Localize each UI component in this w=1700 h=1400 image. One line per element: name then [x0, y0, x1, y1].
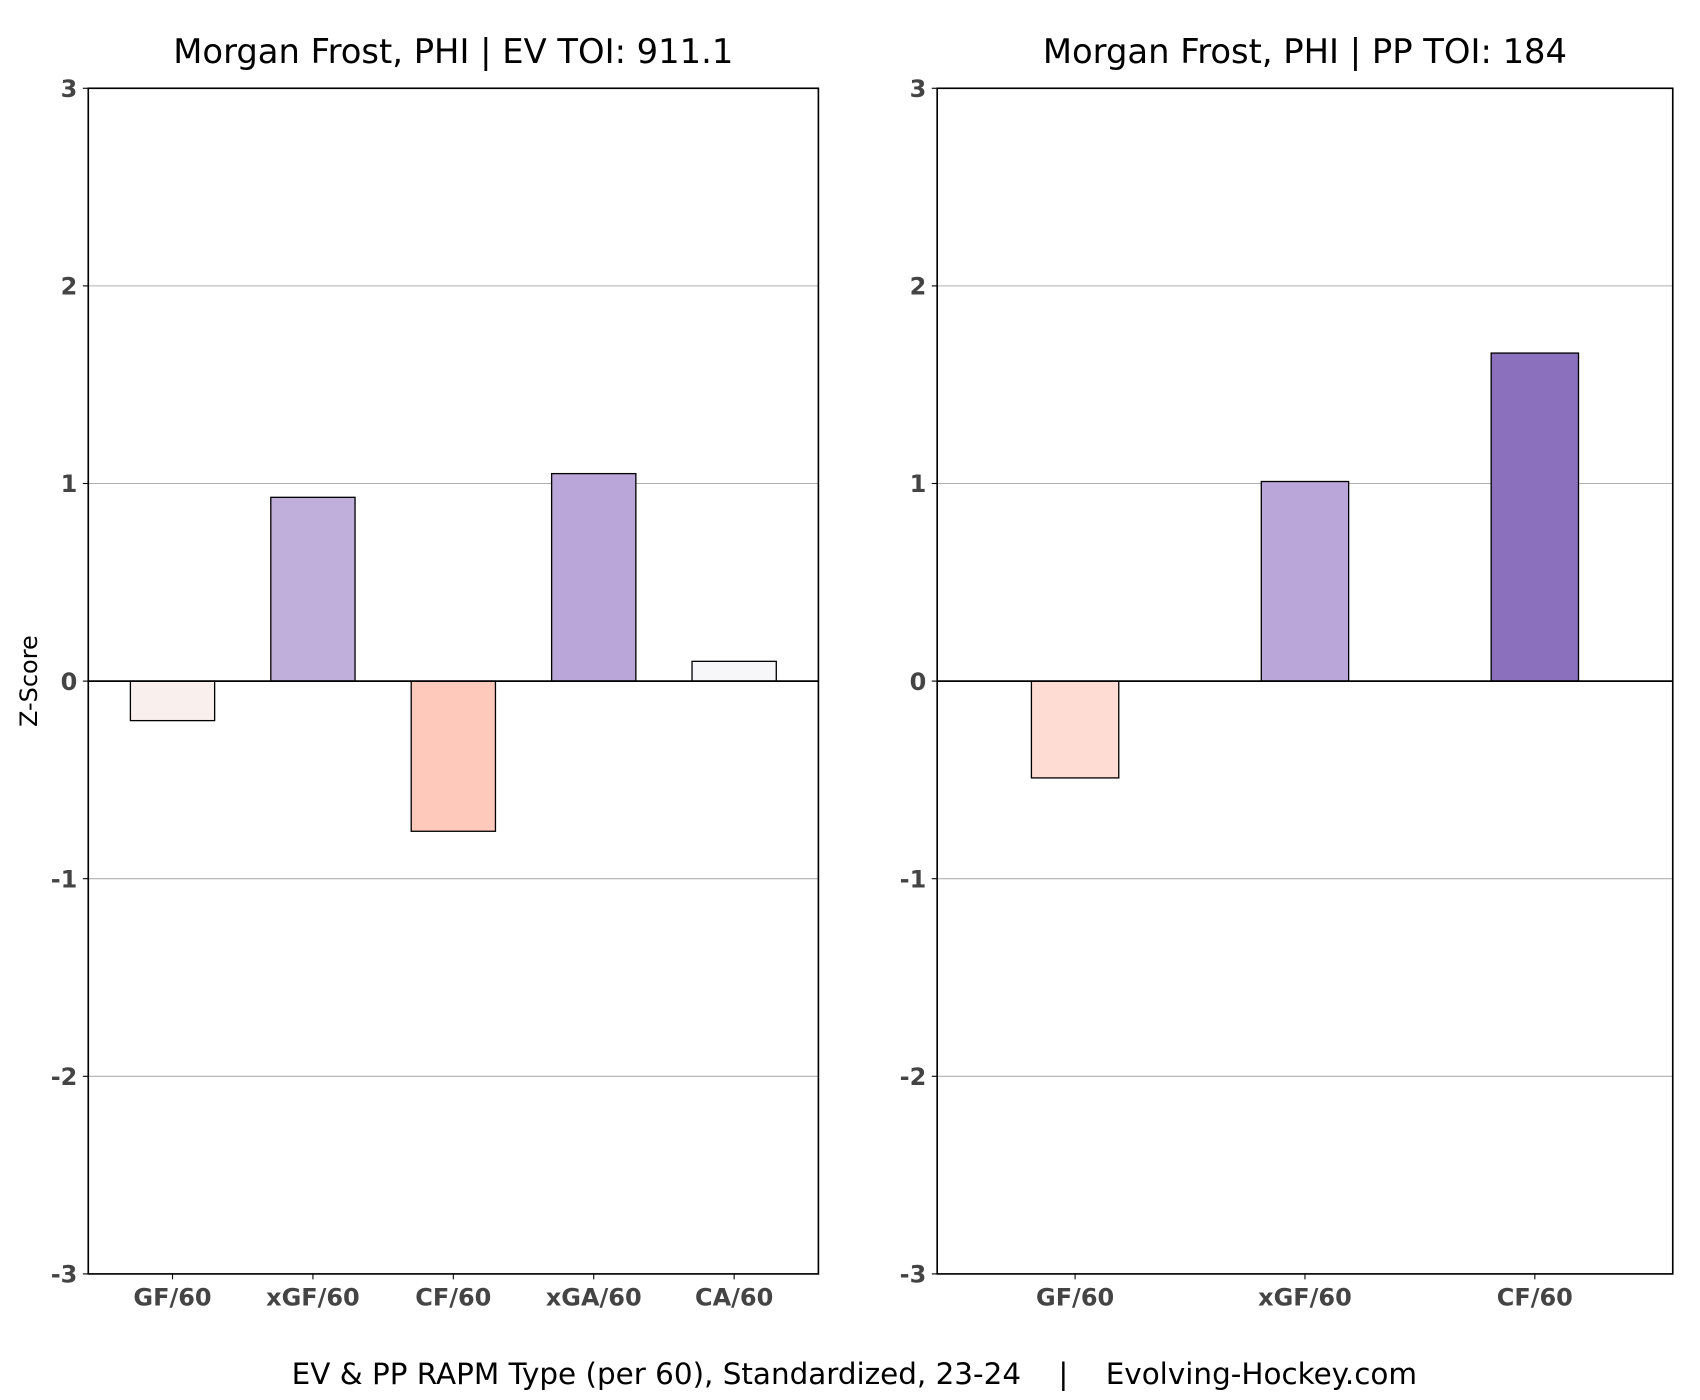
axes-frame — [87, 87, 820, 1275]
panel-0: -3 -2 -1 0 1 2 3 GF/60 xGF/60 CF/60 xGA/60 CA/60 Mor… — [51, 32, 820, 1312]
chart-title: Morgan Frost, PHI | PP TOI: 184 — [1043, 32, 1567, 71]
bar-xgf-60 — [1260, 480, 1350, 682]
x-tick-label: xGF/60 — [266, 1284, 360, 1312]
chart-title: Morgan Frost, PHI | EV TOI: 911.1 — [173, 32, 733, 71]
y-tick-label: 1 — [910, 470, 927, 498]
y-tick-label: 0 — [910, 668, 927, 696]
y-tick-label: 2 — [61, 273, 78, 301]
x-tick-label: CF/60 — [415, 1284, 491, 1312]
bar-gf-60 — [1030, 680, 1120, 779]
y-tick-label: 3 — [61, 75, 78, 103]
bar-xga-60 — [550, 472, 637, 682]
panel-1: -3 -2 -1 0 1 2 3 GF/60 xGF/60 CF/60 Morgan Frost, … — [900, 32, 1674, 1312]
y-tick-label: 1 — [61, 470, 78, 498]
x-tick-label: xGA/60 — [546, 1284, 642, 1312]
x-tick-label: xGF/60 — [1258, 1284, 1352, 1312]
y-tick-label: -3 — [51, 1261, 78, 1289]
y-tick-label: 2 — [910, 273, 927, 301]
y-tick-label: -2 — [900, 1063, 927, 1091]
y-axis-label: Z-Score — [15, 635, 43, 727]
bar-gf-60 — [129, 680, 216, 722]
x-tick-label: CF/60 — [1497, 1284, 1573, 1312]
y-tick-label: -2 — [51, 1063, 78, 1091]
bar-xgf-60 — [270, 496, 356, 682]
axes-frame — [936, 87, 1674, 1275]
y-tick-label: 0 — [61, 668, 78, 696]
y-tick-label: -1 — [900, 865, 927, 893]
y-tick-label: 3 — [910, 75, 927, 103]
x-tick-label: CA/60 — [695, 1284, 773, 1312]
y-tick-label: -1 — [51, 865, 78, 893]
bar-cf-60 — [410, 680, 497, 832]
bar-ca-60 — [691, 660, 777, 682]
x-tick-label: GF/60 — [1036, 1284, 1114, 1312]
bar-cf-60 — [1490, 352, 1580, 682]
x-tick-label: GF/60 — [133, 1284, 211, 1312]
footer-label: EV & PP RAPM Type (per 60), Standardized… — [292, 1357, 1417, 1392]
y-tick-label: -3 — [900, 1261, 927, 1289]
